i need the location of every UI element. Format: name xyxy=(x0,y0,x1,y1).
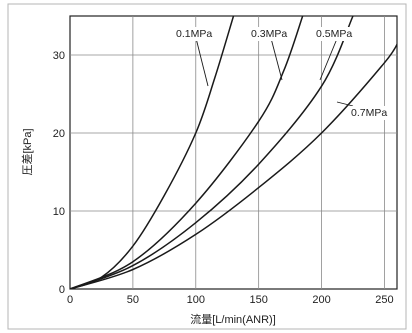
series-labels: 0.1MPa 0.3MPa 0.5MPa 0.7MPa xyxy=(174,27,391,120)
series-line-0.7MPa xyxy=(70,42,397,289)
x-tick-label: 100 xyxy=(187,294,205,306)
plot-area xyxy=(69,15,398,290)
series-label-bg xyxy=(349,106,391,120)
series-label: 0.3MPa xyxy=(251,28,287,40)
y-tick-label: 30 xyxy=(53,50,65,62)
x-tick-label: 200 xyxy=(312,294,330,306)
x-tick-label: 250 xyxy=(375,294,393,306)
series-label: 0.7MPa xyxy=(351,107,387,119)
series-label-leader xyxy=(196,39,209,87)
y-tick-label: 0 xyxy=(59,284,65,296)
chart-frame xyxy=(7,3,407,330)
series-label: 0.1MPa xyxy=(176,28,212,40)
x-tick-label: 0 xyxy=(67,294,73,306)
series-line-0.3MPa xyxy=(70,16,304,289)
y-tick-label: 10 xyxy=(53,206,65,218)
x-tick-label: 50 xyxy=(127,294,139,306)
grid-lines xyxy=(70,16,397,289)
series-label-leader xyxy=(271,39,283,81)
y-axis-title: 圧差[kPa] xyxy=(20,128,34,175)
x-axis-title: 流量[L/min(ANR)] xyxy=(190,312,276,326)
series-label-bg xyxy=(174,27,216,41)
tick-labels: 0 50 100 150 200 250 0 10 20 30 xyxy=(53,50,394,306)
series-line-0.5MPa xyxy=(70,16,354,289)
series-label: 0.5MPa xyxy=(316,28,352,40)
series-curves xyxy=(70,16,397,289)
y-tick-label: 20 xyxy=(53,128,65,140)
series-label-leader xyxy=(336,101,354,107)
series-label-bg xyxy=(314,27,356,41)
x-tick-label: 150 xyxy=(249,294,267,306)
series-label-bg xyxy=(249,27,291,41)
series-label-leader xyxy=(319,39,337,81)
